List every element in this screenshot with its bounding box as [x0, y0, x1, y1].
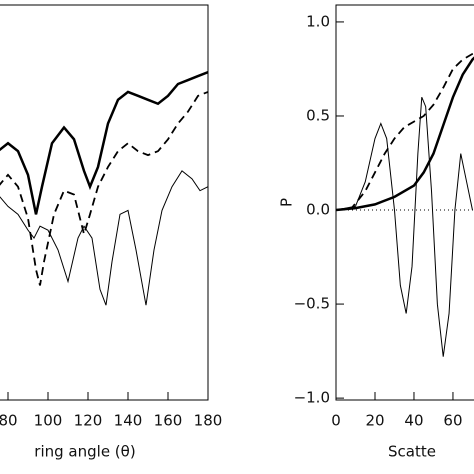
- series-line: [0, 70, 208, 215]
- y-tick-label: −1.0: [294, 389, 330, 407]
- x-tick-label: 60: [443, 412, 462, 430]
- x-tick-label: 140: [114, 412, 143, 430]
- series-line: [336, 56, 474, 212]
- series-line: [336, 52, 474, 211]
- x-tick-label: 40: [404, 412, 423, 430]
- series-line: [336, 96, 473, 357]
- x-tick-label: 180: [194, 412, 223, 430]
- plot-frame: [0, 4, 209, 401]
- x-tick-label: 20: [365, 412, 384, 430]
- panel: 80 100 120 140 160 180 ring angle (θ): [0, 4, 223, 461]
- x-tick-label: 0: [331, 412, 341, 430]
- x-axis-label: Scatte: [388, 443, 436, 461]
- series-line: [0, 170, 208, 306]
- series-line: [0, 91, 208, 286]
- x-tick-label: 120: [74, 412, 103, 430]
- panel: 0 20 40 60 −1.0 −0.5 0.0 0.5 1.0 Scatte P: [278, 4, 474, 461]
- y-tick-label: 0.0: [306, 201, 330, 219]
- x-tick-label: 80: [0, 412, 18, 430]
- x-tick-label: 100: [34, 412, 63, 430]
- plot-frame: [335, 4, 474, 401]
- x-axis-label: ring angle (θ): [34, 443, 135, 461]
- x-tick-label: 160: [154, 412, 183, 430]
- y-tick-label: −0.5: [294, 295, 330, 313]
- y-tick-label: 1.0: [306, 12, 330, 30]
- y-tick-label: 0.5: [306, 106, 330, 124]
- y-axis-label: P: [278, 198, 296, 207]
